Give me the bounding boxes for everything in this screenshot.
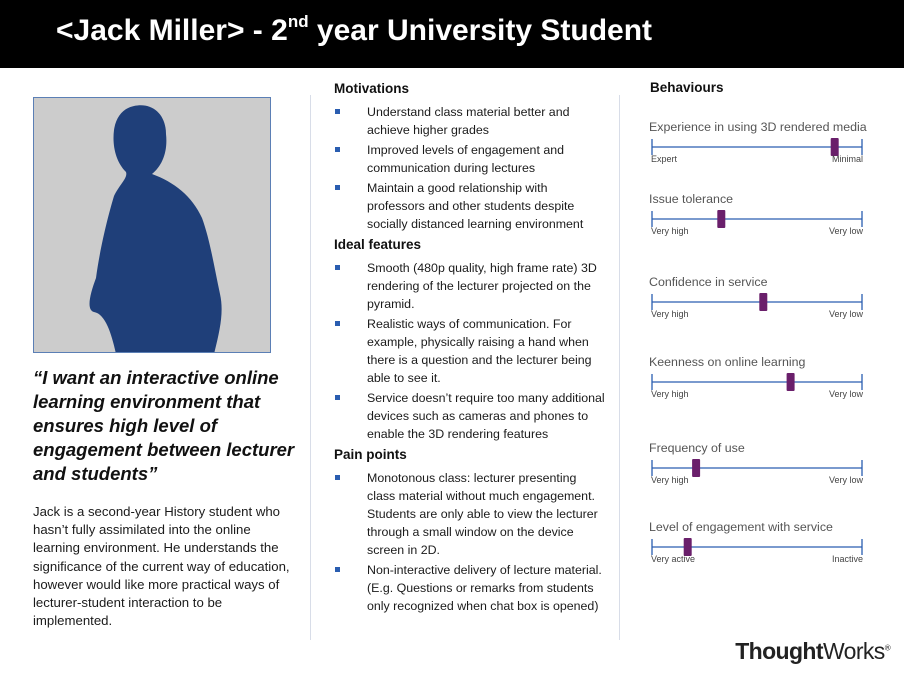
scale-high-label: Very low	[828, 389, 863, 399]
scale-track	[651, 373, 863, 391]
ideal-features-heading: Ideal features	[334, 237, 422, 252]
scale-high-label: Inactive	[831, 554, 863, 564]
list-item: Service doesn’t require too many additio…	[334, 389, 606, 443]
column-divider	[310, 95, 311, 640]
scale-high-label: Very low	[828, 226, 863, 236]
scale-high-label: Very low	[828, 475, 863, 485]
list-item: Improved levels of engagement and commun…	[334, 141, 606, 177]
scale-marker	[717, 210, 726, 228]
list-item: Monotonous class: lecturer presenting cl…	[334, 469, 606, 559]
motivations-list: Understand class material better and ach…	[334, 103, 606, 233]
needs-column: Motivations Understand class material be…	[334, 80, 606, 615]
list-item: Understand class material better and ach…	[334, 103, 606, 139]
pain-points-heading: Pain points	[334, 447, 407, 462]
motivations-heading: Motivations	[334, 81, 410, 96]
scale-low-label: Very active	[651, 554, 696, 564]
persona-quote: “I want an interactive online learning e…	[33, 367, 295, 484]
scale-high-label: Very low	[828, 309, 863, 319]
scale-track	[651, 459, 863, 477]
scale-low-label: Very high	[651, 309, 689, 319]
scale-track	[651, 210, 863, 228]
scale-track	[651, 293, 863, 311]
list-item: Non-interactive delivery of lecture mate…	[334, 561, 606, 615]
ideal-features-list: Smooth (480p quality, high frame rate) 3…	[334, 259, 606, 443]
bullet-icon	[335, 475, 340, 480]
pain-points-list: Monotonous class: lecturer presenting cl…	[334, 469, 606, 615]
list-item: Realistic ways of communication. For exa…	[334, 315, 606, 387]
bullet-icon	[335, 147, 340, 152]
scale-marker	[692, 459, 701, 477]
persona-photo	[33, 97, 271, 353]
bullet-icon	[335, 265, 340, 270]
person-silhouette-icon	[89, 105, 222, 352]
header-bar: <Jack Miller> - 2nd year University Stud…	[0, 0, 904, 68]
bullet-icon	[335, 321, 340, 326]
scale-marker	[786, 373, 795, 391]
column-divider	[619, 95, 620, 640]
scale-high-label: Minimal	[831, 154, 863, 164]
scale-label: Confidence in service	[649, 275, 768, 289]
scale-marker	[830, 138, 839, 156]
scale-label: Keenness on online learning	[649, 355, 806, 369]
persona-bio: Jack is a second-year History student wh…	[33, 504, 290, 629]
scale-label: Level of engagement with service	[649, 520, 833, 534]
bullet-icon	[335, 185, 340, 190]
scale-marker	[759, 293, 768, 311]
page-title: <Jack Miller> - 2nd year University Stud…	[56, 12, 653, 47]
list-item: Smooth (480p quality, high frame rate) 3…	[334, 259, 606, 313]
scale-track	[651, 538, 863, 556]
scale-marker	[683, 538, 692, 556]
scale-low-label: Very high	[651, 226, 689, 236]
thoughtworks-logo: ThoughtWorks®	[735, 638, 890, 664]
list-item: Maintain a good relationship with profes…	[334, 179, 606, 233]
bullet-icon	[335, 395, 340, 400]
scale-low-label: Very high	[651, 389, 689, 399]
scale-low-label: Expert	[651, 154, 678, 164]
scale-label: Frequency of use	[649, 441, 745, 455]
bullet-icon	[335, 109, 340, 114]
behaviours-heading: Behaviours	[650, 80, 724, 95]
scale-label: Issue tolerance	[649, 192, 734, 206]
scale-track	[651, 138, 863, 156]
scale-label: Experience in using 3D rendered media	[649, 120, 867, 134]
bullet-icon	[335, 567, 340, 572]
scale-low-label: Very high	[651, 475, 689, 485]
